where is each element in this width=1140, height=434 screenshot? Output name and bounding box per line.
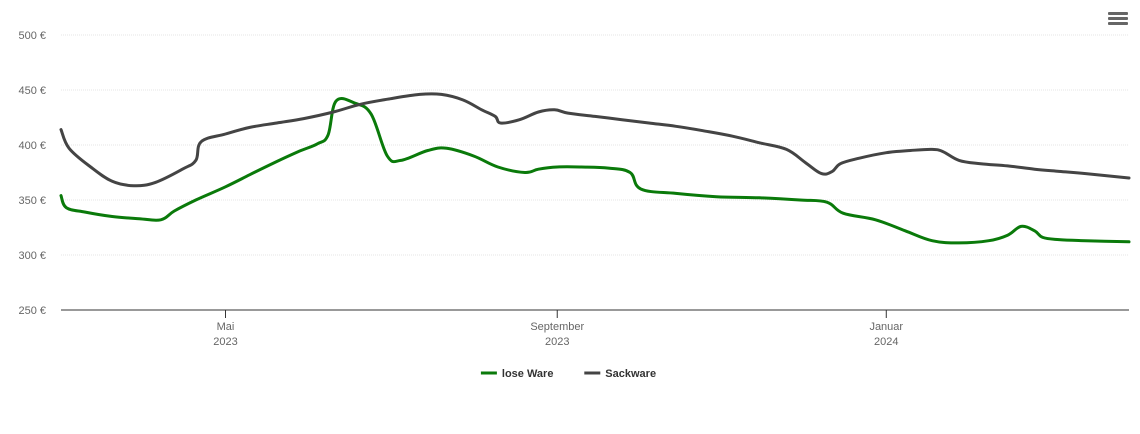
y-tick-label: 350 €	[18, 195, 46, 207]
legend: lose Ware Sackware	[480, 368, 656, 380]
y-tick-label: 250 €	[18, 305, 46, 317]
y-axis-ticks: 250 € 300 € 350 € 400 € 450 € 500 €	[18, 30, 46, 317]
legend-item-sackware[interactable]: Sackware	[584, 368, 656, 380]
x-tick-label: September	[530, 321, 584, 333]
series-lines	[59, 92, 1131, 245]
legend-item-lose-ware[interactable]: lose Ware	[480, 368, 554, 380]
legend-label: Sackware	[605, 368, 656, 380]
x-axis-ticks: Mai 2023 September 2023 Januar 2024	[213, 310, 903, 348]
x-tick-year-label: 2023	[545, 336, 569, 348]
y-tick-label: 500 €	[18, 30, 46, 42]
y-tick-label: 450 €	[18, 85, 46, 97]
x-tick-year-label: 2023	[213, 336, 237, 348]
y-tick-label: 300 €	[18, 250, 46, 262]
chart-menu-icon[interactable]	[1108, 12, 1128, 28]
series-line-lose-ware	[59, 97, 1131, 245]
x-tick-year-label: 2024	[874, 336, 898, 348]
x-tick-label: Mai	[217, 321, 235, 333]
grid-lines	[61, 34, 1129, 256]
legend-label: lose Ware	[502, 368, 554, 380]
x-tick-label: Januar	[869, 321, 903, 333]
series-line-sackware	[59, 92, 1131, 188]
y-tick-label: 400 €	[18, 140, 46, 152]
